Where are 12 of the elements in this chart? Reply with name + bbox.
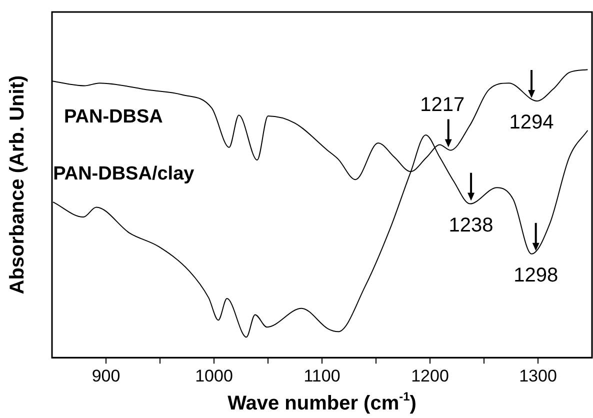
series-label: PAN-DBSA <box>64 106 164 128</box>
annotation: 1238 <box>448 214 494 236</box>
annotation: 1294 <box>509 112 554 134</box>
x-tick-label: 1000 <box>195 366 233 386</box>
x-tick-label: 1100 <box>304 366 340 386</box>
series-label: PAN-DBSA/clay <box>53 163 195 184</box>
x-tick-label: 1200 <box>411 366 449 386</box>
annotation: 1298 <box>514 264 558 286</box>
annotation: 1217 <box>420 94 465 116</box>
y-axis-title: Absorbance (Arb. Unit) <box>6 75 29 294</box>
x-tick-label: 1300 <box>519 366 557 386</box>
x-tick-label: 900 <box>92 366 120 386</box>
